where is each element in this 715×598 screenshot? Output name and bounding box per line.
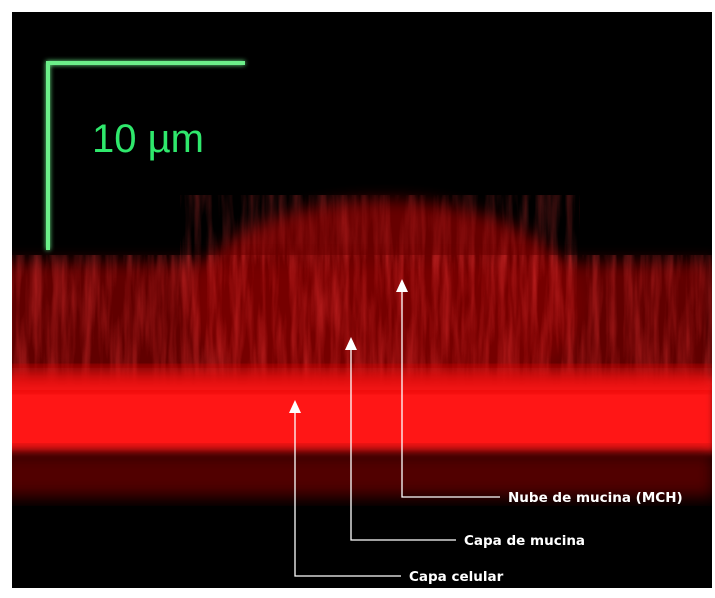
cell-layer-top	[0, 368, 715, 390]
page: 10 µm Nube de mucina (MCH) Capa de mucin…	[0, 0, 715, 598]
micrograph: 10 µm Nube de mucina (MCH) Capa de mucin…	[0, 0, 715, 598]
annotation-label: Capa de mucina	[464, 533, 585, 549]
annotation-label: Capa celular	[409, 569, 504, 585]
annotation-label: Nube de mucina (MCH)	[508, 490, 683, 506]
scale-label: 10 µm	[92, 117, 204, 161]
mucin-layer-texture	[0, 255, 715, 385]
